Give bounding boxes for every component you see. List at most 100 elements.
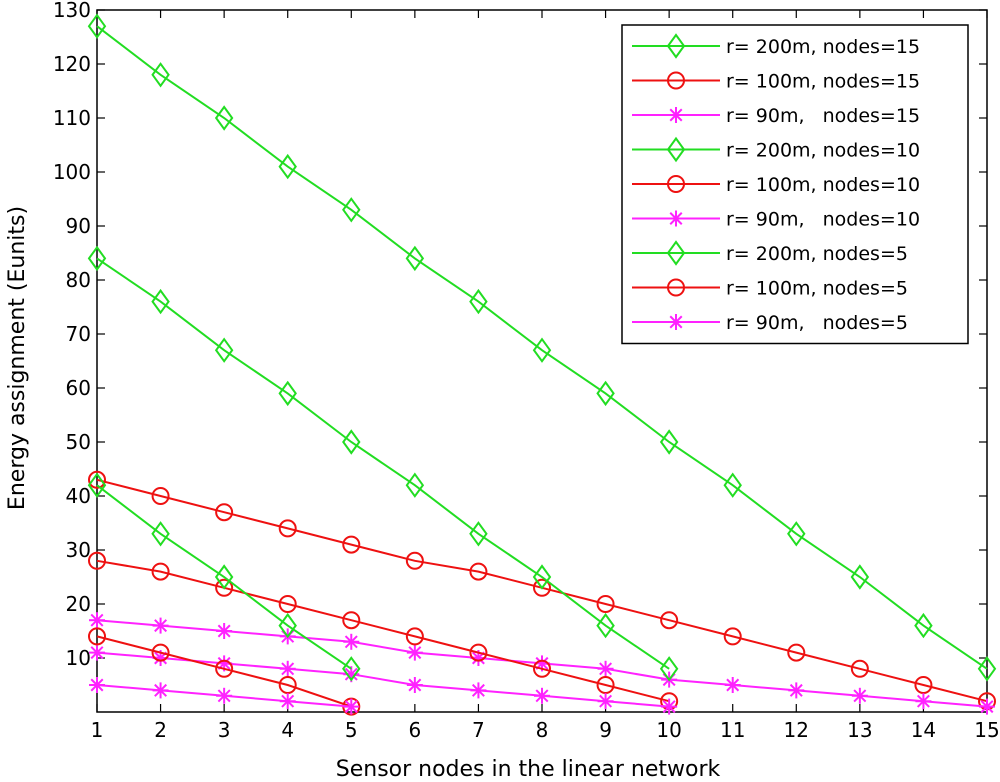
legend-marker	[666, 33, 686, 59]
data-point	[405, 472, 425, 498]
data-point	[470, 682, 487, 699]
legend-marker	[666, 240, 686, 266]
legend-item: r= 90m, nodes=5	[632, 312, 908, 334]
data-point	[278, 380, 297, 407]
data-point	[278, 612, 297, 639]
legend-item: r= 100m, nodes=10	[632, 174, 920, 196]
data-point	[659, 429, 679, 455]
x-tick-label: 7	[472, 718, 485, 742]
series-line	[96, 559, 670, 703]
legend-item: r= 100m, nodes=5	[632, 278, 908, 300]
legend-label: r= 90m, nodes=5	[726, 312, 908, 334]
x-tick-label: 9	[599, 718, 612, 742]
legend-label: r= 100m, nodes=10	[726, 174, 920, 196]
legend-marker	[668, 210, 684, 227]
data-point	[343, 633, 360, 650]
data-point	[342, 535, 361, 554]
data-point	[89, 644, 105, 661]
data-point	[87, 13, 107, 39]
legend-label: r= 90m, nodes=15	[726, 105, 920, 127]
y-tick-label: 70	[66, 322, 91, 346]
data-point	[214, 564, 234, 590]
data-point	[914, 676, 933, 694]
data-point	[469, 288, 488, 315]
data-point	[723, 627, 742, 646]
x-tick-label: 5	[345, 718, 358, 742]
legend-marker	[667, 175, 685, 193]
series-4	[87, 245, 679, 682]
data-point	[914, 612, 933, 639]
data-point	[215, 578, 234, 597]
legend-item: r= 100m, nodes=15	[632, 71, 920, 93]
y-tick-label: 20	[66, 592, 91, 616]
data-point	[89, 612, 105, 629]
y-tick-label: 130	[53, 0, 91, 22]
data-point	[342, 429, 361, 455]
legend-item: r= 200m, nodes=15	[632, 33, 920, 59]
legend-item: r= 200m, nodes=5	[632, 240, 908, 266]
data-point	[216, 623, 233, 639]
y-tick-label: 40	[66, 484, 91, 508]
y-tick-label: 10	[66, 646, 91, 670]
data-point	[343, 698, 360, 715]
data-point	[216, 687, 233, 704]
y-tick-label: 60	[66, 376, 91, 400]
series-line	[96, 25, 988, 670]
data-point	[151, 562, 170, 581]
data-point	[850, 659, 869, 678]
data-point	[152, 617, 169, 634]
data-point	[215, 503, 234, 522]
x-tick-label: 14	[911, 718, 936, 742]
data-point	[89, 677, 105, 693]
data-point	[532, 564, 552, 590]
data-point	[532, 337, 552, 363]
legend-marker	[666, 136, 686, 163]
data-point	[533, 659, 551, 678]
data-point	[724, 677, 741, 693]
data-point	[406, 677, 423, 693]
data-point	[469, 562, 488, 581]
legend-item: r= 90m, nodes=10	[632, 209, 920, 231]
data-point	[342, 197, 361, 223]
x-tick-label: 8	[536, 718, 549, 742]
x-tick-label: 1	[91, 718, 104, 742]
data-point	[915, 693, 932, 710]
y-tick-label: 120	[53, 52, 91, 76]
series-line	[96, 635, 352, 708]
data-point	[787, 521, 806, 547]
y-tick-label: 90	[66, 214, 91, 238]
data-point	[597, 693, 614, 710]
data-point	[406, 644, 423, 661]
data-point	[87, 245, 107, 272]
data-point	[152, 682, 169, 699]
series-5	[88, 551, 679, 711]
data-point	[151, 288, 170, 315]
data-point	[151, 521, 170, 547]
x-tick-label: 6	[408, 718, 421, 742]
data-point	[342, 611, 361, 630]
legend: r= 200m, nodes=15 r= 100m, nodes=15 r= 90m…	[621, 24, 969, 345]
data-point	[659, 656, 679, 682]
data-point	[596, 380, 615, 407]
legend-marker	[667, 278, 685, 297]
data-point	[979, 698, 995, 715]
x-tick-label: 2	[154, 718, 167, 742]
y-tick-label: 50	[66, 430, 91, 454]
legend-label: r= 100m, nodes=15	[726, 71, 920, 93]
legend-item: r= 200m, nodes=10	[632, 136, 920, 163]
data-point	[88, 470, 106, 489]
data-point	[977, 656, 997, 682]
x-tick-label: 13	[847, 718, 872, 742]
data-point	[87, 472, 107, 498]
x-tick-label: 10	[656, 718, 681, 742]
series-line	[96, 257, 670, 670]
data-point	[660, 611, 679, 630]
y-tick-label: 80	[66, 268, 91, 292]
y-tick-label: 30	[66, 538, 91, 562]
x-tick-label: 4	[281, 718, 294, 742]
data-point	[279, 693, 296, 710]
series-line	[96, 484, 352, 670]
series-9	[89, 677, 360, 715]
series-2	[88, 470, 996, 711]
